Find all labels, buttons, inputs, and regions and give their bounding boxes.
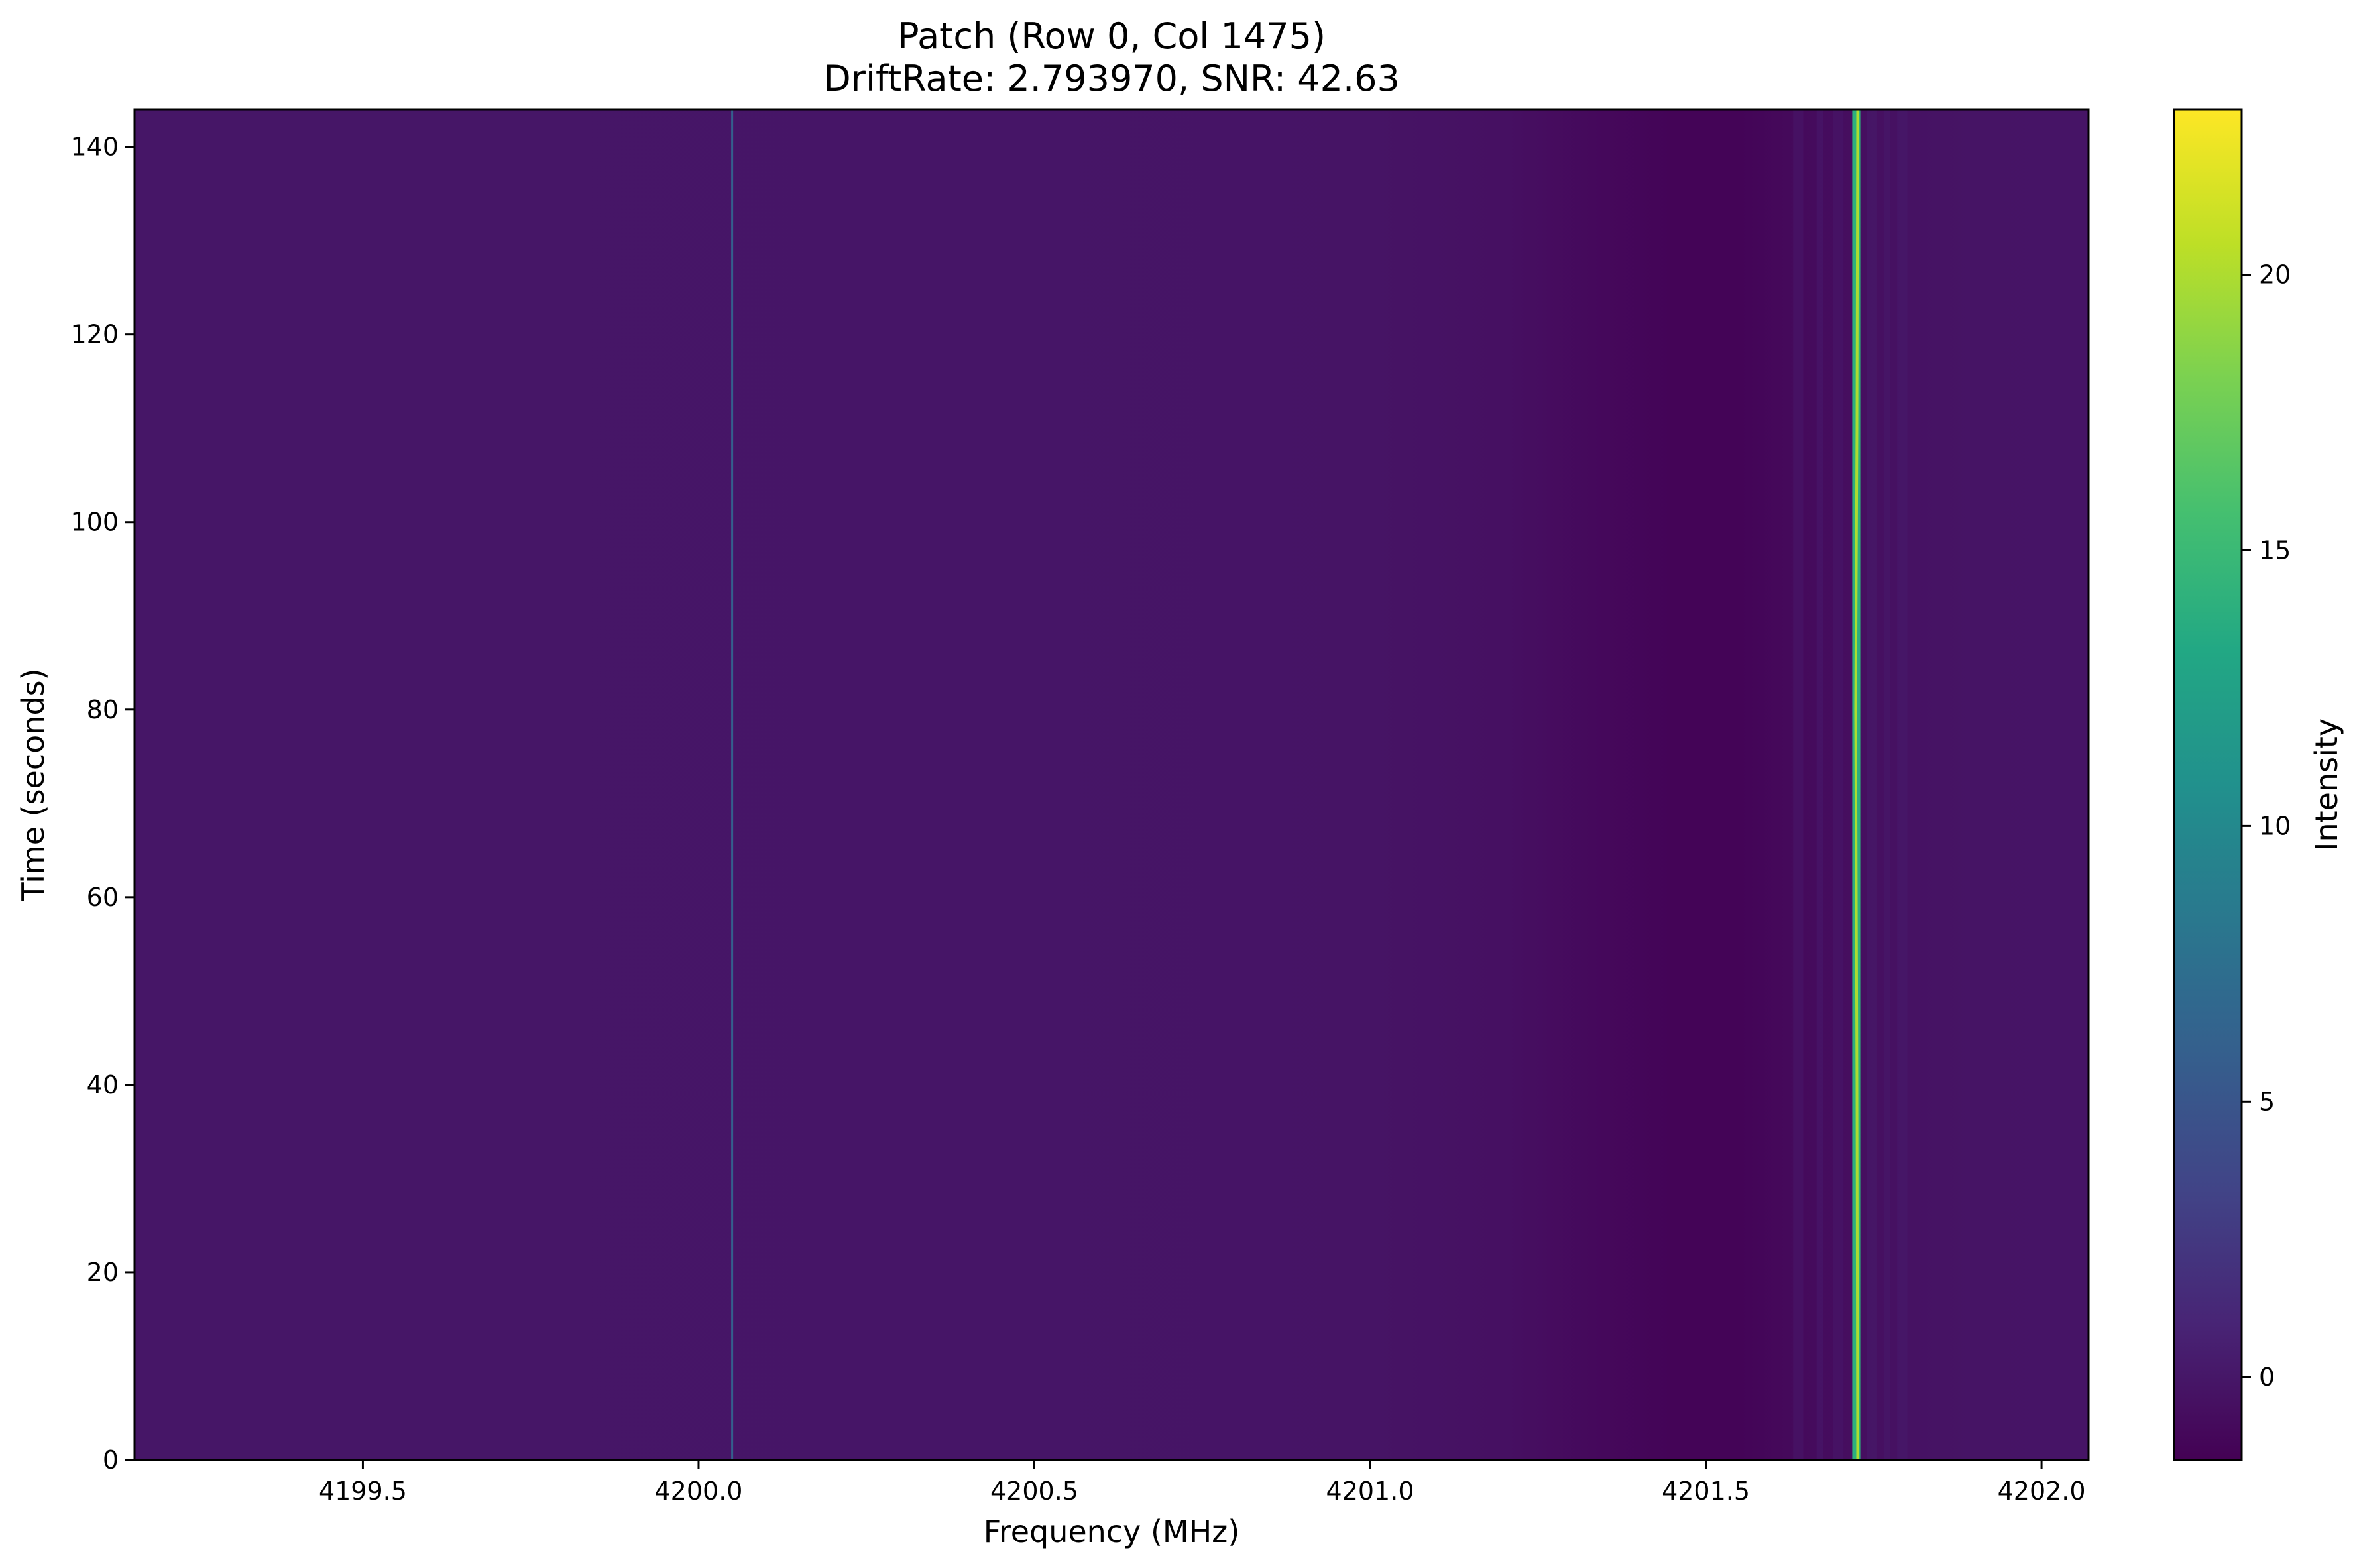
y-tick-label: 20 <box>87 1258 119 1287</box>
colorbar-label: Intensity <box>2309 718 2344 851</box>
faint-band <box>1816 109 1823 1460</box>
x-tick-label: 4201.0 <box>1326 1477 1414 1506</box>
y-tick-label: 40 <box>87 1070 119 1099</box>
faint-band <box>1833 109 1844 1460</box>
y-tick-label: 120 <box>70 320 119 349</box>
colorbar-ticks: 0 5 10 15 20 <box>2242 260 2291 1392</box>
colorbar-tick-label: 20 <box>2259 260 2291 290</box>
x-axis-label: Frequency (MHz) <box>984 1514 1240 1549</box>
x-tick-label: 4202.0 <box>1998 1477 2086 1506</box>
heatmap-background <box>135 109 2089 1460</box>
colorbar-tick-label: 15 <box>2259 535 2291 565</box>
faint-band <box>1897 109 1908 1460</box>
drifting-signal <box>1854 109 1859 1460</box>
faint-band <box>1884 109 1891 1460</box>
y-axis-ticks: 0 20 40 60 80 100 120 140 <box>70 133 135 1475</box>
y-tick-label: 100 <box>70 508 119 537</box>
faint-band <box>1867 109 1877 1460</box>
y-tick-label: 80 <box>87 695 119 724</box>
colorbar-tick-label: 0 <box>2259 1363 2275 1392</box>
heatmap-plot-area <box>135 109 2089 1460</box>
y-tick-label: 0 <box>103 1445 119 1475</box>
x-tick-label: 4200.5 <box>990 1477 1078 1506</box>
colorbar <box>2173 108 2243 1461</box>
plot-frame <box>133 108 2090 1461</box>
x-tick-label: 4200.0 <box>654 1477 742 1506</box>
signal-line-group <box>731 109 1861 1460</box>
faint-band <box>1793 109 1804 1460</box>
x-tick-label: 4201.5 <box>1662 1477 1750 1506</box>
y-tick-label: 140 <box>70 133 119 162</box>
y-tick-label: 60 <box>87 883 119 912</box>
y-axis-label: Time (seconds) <box>15 668 51 901</box>
chart-title: Patch (Row 0, Col 1475) <box>897 15 1326 57</box>
faint-band-group <box>1793 109 1908 1460</box>
x-tick-label: 4199.5 <box>319 1477 407 1506</box>
colorbar-tick-label: 5 <box>2259 1087 2275 1116</box>
colorbar-tick-label: 10 <box>2259 811 2291 840</box>
chart-subtitle: DriftRate: 2.793970, SNR: 42.63 <box>823 58 1400 99</box>
signal-line <box>731 109 734 1460</box>
x-axis-ticks: 4199.5 4200.0 4200.5 4201.0 4201.5 4202.0 <box>319 1460 2086 1506</box>
